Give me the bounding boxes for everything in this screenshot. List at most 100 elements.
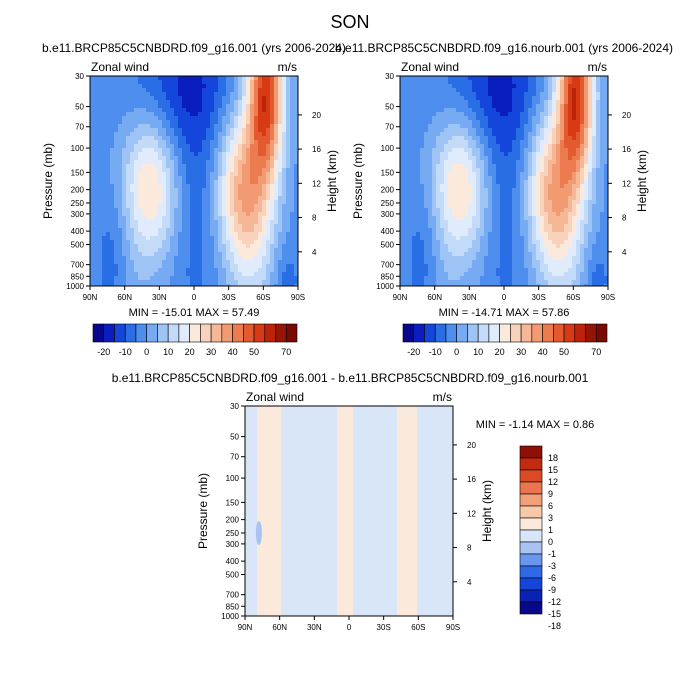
contour-cell [186,172,191,177]
contour-cell [282,260,287,265]
contour-cell [242,180,247,185]
contour-cell [432,80,437,85]
contour-cell [230,276,235,281]
contour-cell [532,208,537,213]
contour-cell [206,248,211,253]
contour-cell [242,160,247,165]
contour-cell [424,176,429,181]
contour-cell [520,80,525,85]
contour-cell [242,256,247,261]
contour-cell [278,228,283,233]
contour-cell [186,268,191,273]
contour-cell [536,148,541,153]
contour-cell [548,128,553,133]
contour-cell [206,256,211,261]
contour-cell [254,240,259,245]
contour-cell [456,88,461,93]
contour-cell [290,168,295,173]
contour-cell [604,100,608,105]
contour-cell [202,136,207,141]
contour-cell [174,152,179,157]
contour-cell [520,124,525,129]
contour-cell [532,176,537,181]
contour-cell [258,176,263,181]
contour-cell [544,232,549,237]
contour-cell [94,144,99,149]
contour-cell [210,204,215,209]
contour-cell [126,272,131,277]
contour-cell [448,172,453,177]
contour-cell [266,284,271,286]
contour-cell [98,172,103,177]
contour-cell [170,228,175,233]
contour-cell [432,232,437,237]
contour-cell [580,108,585,113]
contour-cell [524,88,529,93]
contour-cell [118,228,123,233]
contour-cell [206,240,211,245]
contour-cell [460,136,465,141]
contour-cell [460,144,465,149]
contour-cell [294,272,298,277]
contour-cell [484,100,489,105]
contour-cell [142,116,147,121]
contour-cell [150,196,155,201]
contour-cell [480,184,485,189]
contour-cell [138,224,143,229]
contour-cell [174,164,179,169]
contour-cell [130,212,135,217]
contour-cell [274,172,279,177]
contour-cell [596,160,601,165]
contour-cell [214,260,219,265]
contour-cell [576,168,581,173]
contour-cell [130,132,135,137]
contour-cell [416,96,421,101]
contour-cell [592,188,597,193]
contour-cell [118,168,123,173]
contour-cell [266,108,271,113]
contour-cell [552,220,557,225]
contour-cell [452,224,457,229]
contour-cell [444,188,449,193]
contour-cell [576,108,581,113]
contour-cell [460,204,465,209]
contour-cell [512,188,517,193]
contour-cell [174,272,179,277]
contour-cell [492,140,497,145]
contour-cell [202,168,207,173]
contour-cell [596,140,601,145]
contour-cell [266,188,271,193]
contour-cell [294,180,298,185]
contour-cell [532,168,537,173]
contour-cell [596,208,601,213]
contour-cell [294,132,298,137]
contour-cell [468,196,473,201]
contour-cell [524,140,529,145]
contour-cell [174,268,179,273]
contour-cell [492,156,497,161]
contour-cell [400,84,405,89]
contour-cell [102,108,107,113]
contour-cell [444,124,449,129]
contour-cell [436,76,441,81]
contour-cell [162,136,167,141]
contour-cell [254,264,259,269]
contour-cell [540,208,545,213]
contour-cell [556,208,561,213]
contour-cell [568,232,573,237]
contour-cell [182,208,187,213]
contour-cell [556,184,561,189]
contour-cell [480,124,485,129]
contour-cell [270,104,275,109]
contour-cell [186,176,191,181]
contour-cell [504,176,509,181]
contour-cell [150,260,155,265]
contour-cell [154,256,159,261]
contour-cell [178,272,183,277]
contour-cell [568,92,573,97]
contour-cell [206,224,211,229]
contour-cell [170,244,175,249]
contour-cell [234,88,239,93]
contour-cell [186,188,191,193]
contour-cell [138,92,143,97]
